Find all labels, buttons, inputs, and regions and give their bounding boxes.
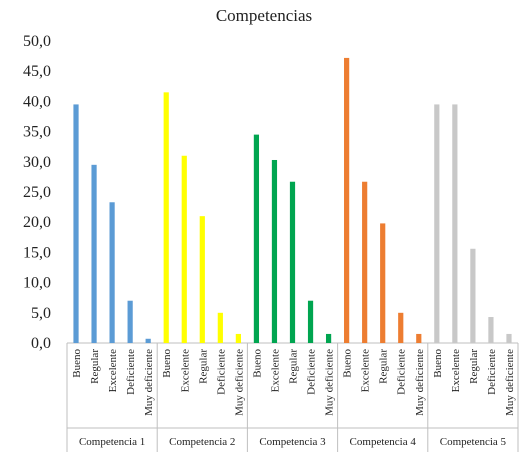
x-tick-label: Excelente [360,349,372,392]
bar [217,312,223,343]
y-tick-label: 35,0 [23,124,51,141]
bar [307,300,314,343]
x-tick-label: Deficiente [486,349,498,395]
bar [127,300,133,343]
bar [163,92,169,343]
x-tick-label: Deficiente [125,349,137,395]
x-tick-label: Deficiente [306,349,318,395]
x-tick-label: Deficiente [215,349,227,395]
group-label: Competencia 1 [79,436,145,448]
bar [488,317,494,343]
y-tick-label: 50,0 [23,33,51,50]
bar [235,333,241,343]
x-tick-label: Bueno [71,349,83,378]
y-tick-label: 25,0 [23,184,51,201]
bar [362,181,368,343]
y-tick-label: 5,0 [31,305,51,322]
bar [289,181,296,343]
bar [73,104,79,343]
bar [181,155,187,343]
x-tick-label: Excelente [269,349,281,392]
y-tick-label: 30,0 [23,154,51,171]
bar [416,333,422,343]
chart-title: Competencias [215,6,313,25]
bar [470,248,476,343]
bar [145,338,151,343]
bar [380,223,386,343]
y-tick-label: 10,0 [23,275,51,292]
bar [398,312,404,343]
x-tick-label: Regular [197,349,209,384]
y-tick-label: 0,0 [31,335,51,352]
x-tick-label: Muy deficiente [414,349,426,416]
bar [253,134,260,343]
x-tick-label: Muy deficiente [233,349,245,416]
bar [199,216,205,343]
x-tick-label: Bueno [342,349,354,378]
group-label: Competencia 5 [440,436,507,448]
bar [506,333,512,343]
x-tick-label: Muy deficiente [324,349,336,416]
x-tick-label: Excelente [107,349,119,392]
x-tick-label: Regular [89,349,101,384]
x-tick-label: Excelente [179,349,191,392]
bar [91,164,97,343]
x-tick-label: Bueno [432,349,444,378]
x-tick-label: Bueno [251,349,263,378]
y-tick-label: 40,0 [23,93,51,110]
x-tick-label: Muy deficiente [143,349,155,416]
x-tick-label: Regular [468,349,480,384]
x-tick-label: Bueno [161,349,173,378]
y-tick-label: 45,0 [23,63,51,80]
group-label: Competencia 2 [169,436,235,448]
group-label: Competencia 4 [350,436,417,448]
bar [325,333,332,343]
bar [344,57,350,344]
group-label: Competencia 3 [259,436,326,448]
x-tick-label: Excelente [450,349,462,392]
x-tick-label: Regular [378,349,390,384]
bar [452,104,458,343]
y-tick-label: 20,0 [23,214,51,231]
x-tick-label: Deficiente [396,349,408,395]
x-tick-label: Muy deficiente [504,349,516,416]
y-tick-label: 15,0 [23,244,51,261]
bar [271,159,278,343]
bar [109,202,115,343]
bar [434,104,440,343]
x-tick-label: Regular [288,349,300,384]
